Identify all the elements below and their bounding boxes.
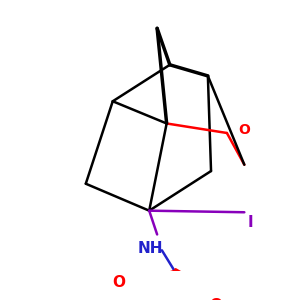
Text: O: O xyxy=(238,123,250,137)
Text: O: O xyxy=(112,274,125,290)
Text: O: O xyxy=(209,298,223,300)
Text: NH: NH xyxy=(138,241,164,256)
Text: I: I xyxy=(248,215,253,230)
